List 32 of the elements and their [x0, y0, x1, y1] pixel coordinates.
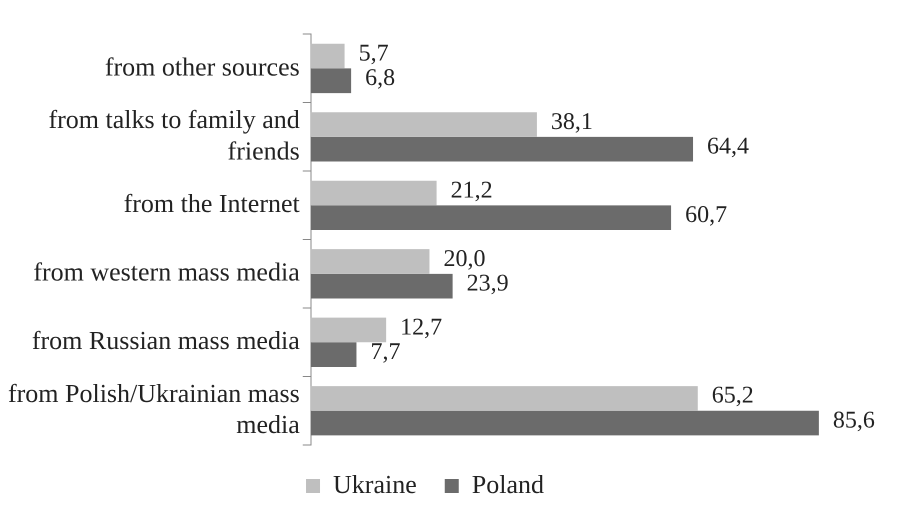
- data-label: 7,7: [370, 338, 400, 365]
- bar: [310, 136, 694, 162]
- y-tick-label: from talks to family and friends: [48, 105, 300, 166]
- bar: [310, 68, 352, 94]
- data-label: 38,1: [550, 108, 593, 135]
- data-label: 85,6: [832, 407, 875, 434]
- y-tick-label: from the Internet: [124, 189, 301, 218]
- y-tick-label: from other sources: [104, 52, 300, 82]
- y-tick-label: from Russian mass media: [32, 326, 300, 356]
- data-label: 12,7: [400, 314, 442, 340]
- data-label: 23,9: [466, 270, 509, 296]
- data-label: 21,2: [450, 177, 493, 204]
- y-tick-label: from western mass media: [33, 258, 300, 287]
- data-label: 64,4: [707, 134, 750, 160]
- data-label: 5,7: [358, 40, 389, 66]
- y-tick-label: from Polish/Ukrainian mass media: [8, 378, 300, 440]
- bar: [310, 342, 356, 367]
- bar: [310, 318, 386, 342]
- bar: [310, 112, 537, 137]
- bar: [310, 410, 819, 436]
- bar: [310, 386, 698, 411]
- data-label: 6,8: [365, 65, 396, 92]
- bar: [310, 249, 430, 274]
- legend-label: Poland: [472, 470, 544, 499]
- legend-label: Ukraine: [333, 470, 417, 499]
- data-label: 60,7: [685, 202, 728, 228]
- bar: [310, 274, 453, 298]
- data-label: 65,2: [712, 382, 754, 409]
- bar: [310, 205, 672, 230]
- data-label: 20,0: [443, 246, 486, 272]
- bar: [310, 180, 437, 206]
- bar: [310, 44, 345, 68]
